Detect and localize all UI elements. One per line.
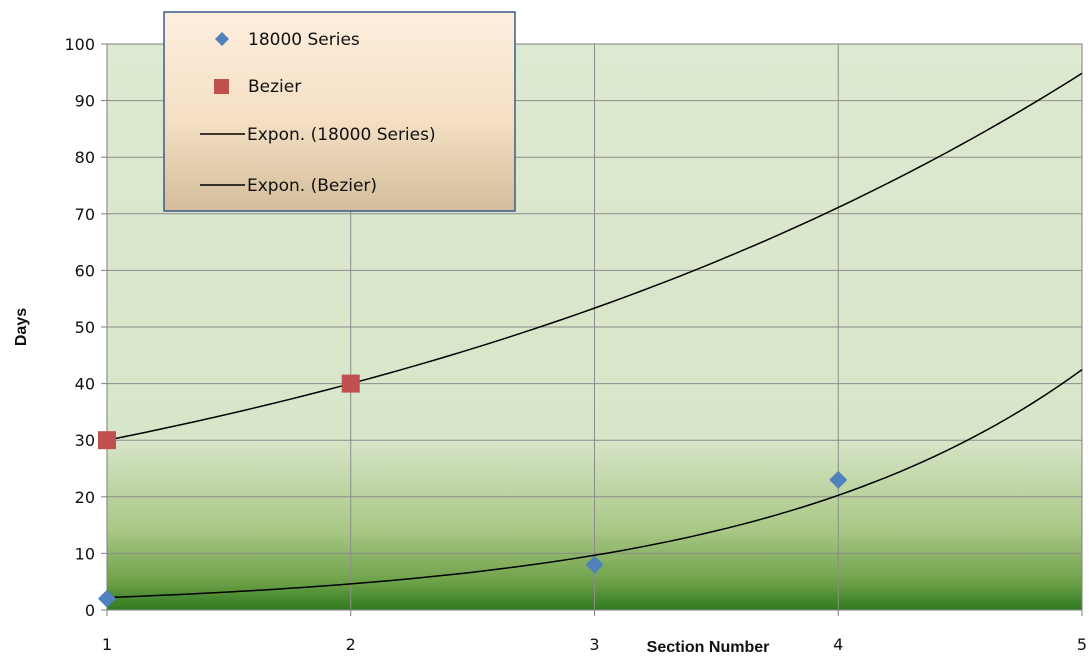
y-axis: 0 10 20 30 40 50 60 70 80 90 100 [64,35,107,620]
legend-label: Expon. (18000 Series) [247,125,436,145]
legend-marker-diamond [215,32,229,46]
trendline [106,72,1083,441]
data-point-diamond [585,555,604,574]
x-tick-label: 5 [1077,635,1087,654]
x-tick-label: 3 [589,635,599,654]
data-point-square [341,374,360,393]
data-points [98,374,848,608]
y-tick-label: 60 [75,261,95,280]
legend-label: Bezier [248,77,301,97]
legend-marker-square [214,79,229,94]
y-tick-label: 70 [75,205,95,224]
legend-label: 18000 Series [248,30,360,50]
y-tick-label: 40 [75,375,95,394]
legend: 18000 Series Bezier Expon. (18000 Series) E… [163,11,516,212]
trendline [106,369,1083,599]
y-tick-label: 20 [75,488,95,507]
x-axis: 1 2 3 4 5 [102,610,1087,654]
x-tick-label: 1 [102,635,112,654]
y-tick-label: 30 [75,431,95,450]
legend-label: Expon. (Bezier) [247,176,377,196]
y-tick-label: 90 [75,92,95,111]
y-tick-label: 50 [75,318,95,337]
data-point-diamond [829,470,848,489]
y-tick-label: 10 [75,544,95,563]
y-tick-label: 100 [64,35,95,54]
y-tick-label: 0 [85,601,95,620]
x-tick-label: 4 [833,635,843,654]
trendlines [106,72,1083,599]
data-point-square [98,431,116,450]
y-axis-title: Days [13,308,30,346]
data-point-diamond [98,589,116,608]
x-axis-title: Section Number [647,639,770,656]
x-tick-label: 2 [346,635,356,654]
y-tick-label: 80 [75,148,95,167]
